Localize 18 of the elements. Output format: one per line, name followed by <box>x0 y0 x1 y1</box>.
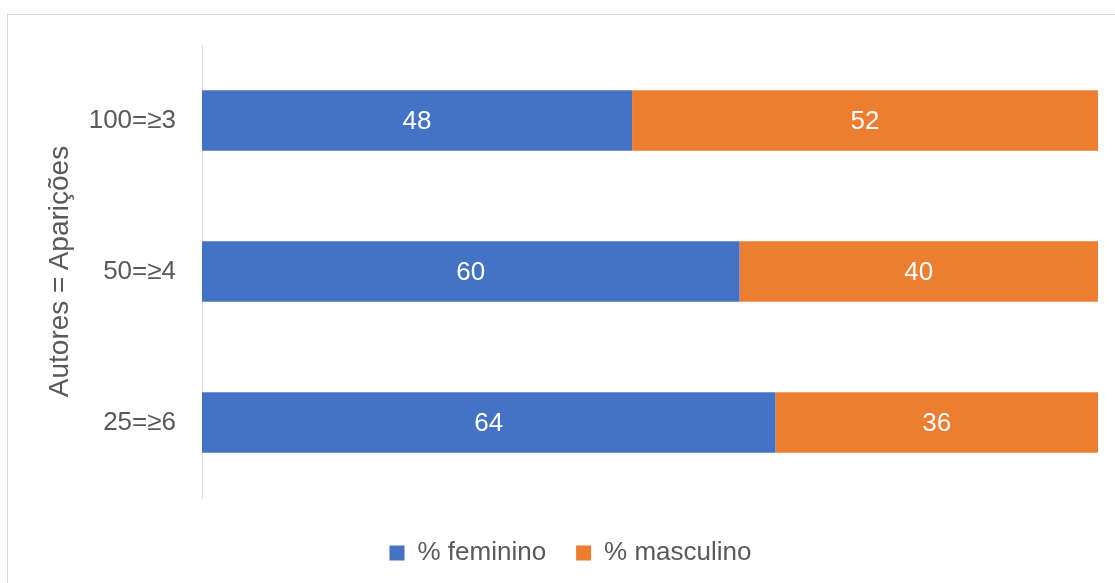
bar <box>202 241 740 302</box>
y-tick-label: 100=≥3 <box>88 103 176 134</box>
bar <box>632 90 1098 151</box>
bar <box>775 392 1098 453</box>
bar <box>739 241 1098 302</box>
data-label: 64 <box>474 406 504 437</box>
y-tick-label: 25=≥6 <box>103 405 176 436</box>
bar <box>202 392 776 453</box>
y-tick-label: 50=≥4 <box>103 254 176 285</box>
data-label: 60 <box>456 255 486 286</box>
data-label: 36 <box>922 406 952 437</box>
y-axis-title: Autores = Aparições <box>42 145 74 398</box>
data-label: 40 <box>904 255 934 286</box>
legend-label: % feminino <box>417 536 547 567</box>
data-label: 48 <box>402 104 432 135</box>
bar <box>202 90 633 151</box>
legend-label: % masculino <box>604 536 752 567</box>
data-label: 52 <box>850 104 880 135</box>
